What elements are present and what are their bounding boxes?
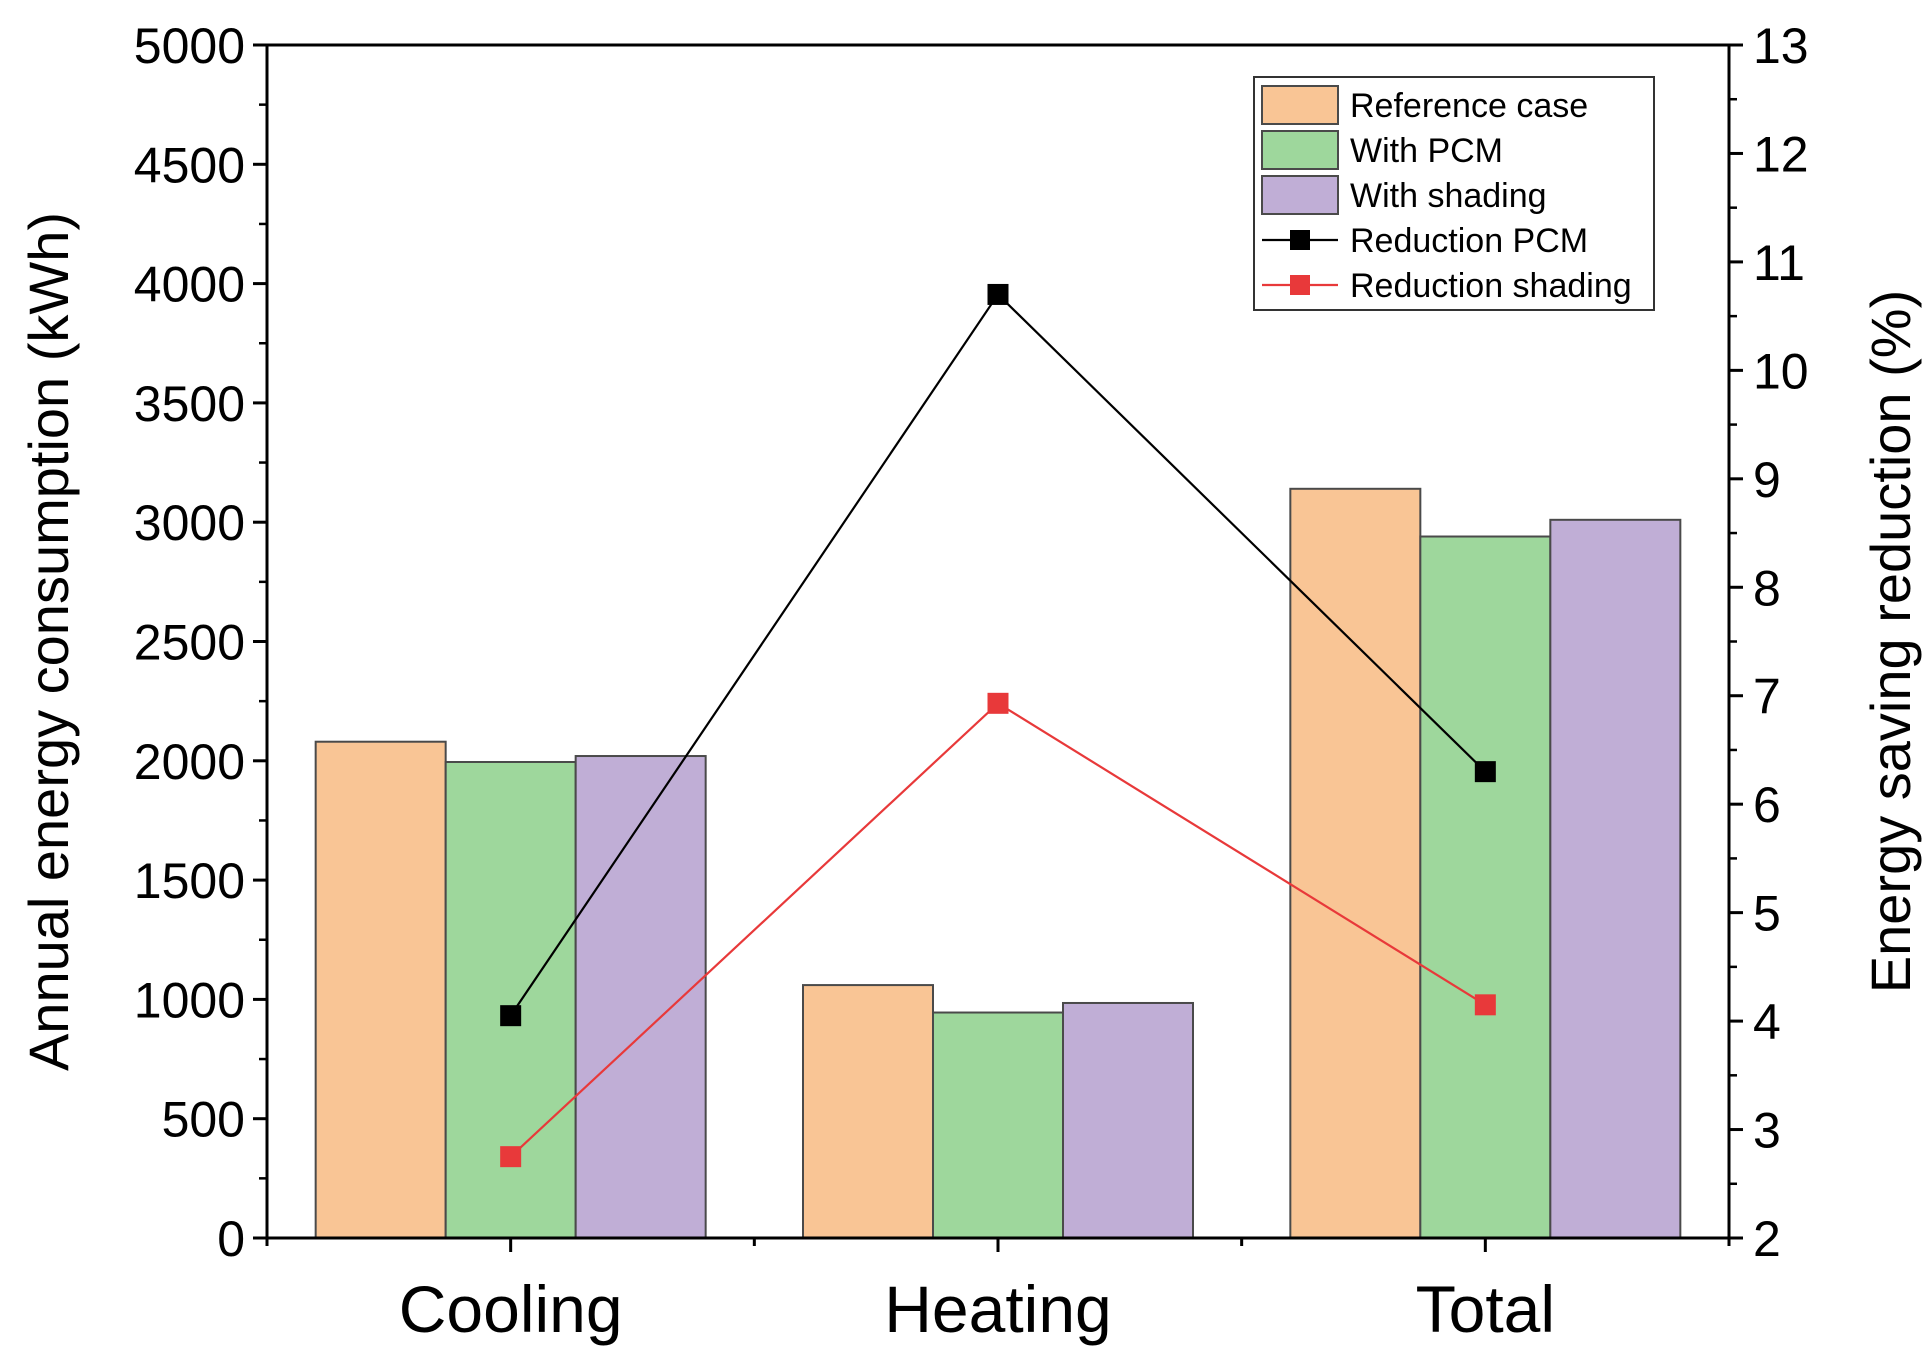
legend-swatch — [1261, 175, 1339, 215]
y-tick-label: 4500 — [134, 137, 245, 193]
legend-label: With PCM — [1350, 132, 1503, 170]
x-tick-label-total: Total — [1416, 1272, 1555, 1346]
y2-tick-label: 3 — [1753, 1103, 1781, 1159]
y2-axis-title: Energy saving reduction (%) — [1859, 290, 1922, 993]
y2-tick-label: 6 — [1753, 777, 1781, 833]
point-reduction-shading-total — [1474, 994, 1496, 1016]
y-tick-label: 4000 — [134, 257, 245, 313]
y-tick-label: 2500 — [134, 615, 245, 671]
legend-label: Reduction shading — [1350, 267, 1632, 305]
point-reduction-pcm-cooling — [500, 1005, 522, 1027]
legend-marker — [1290, 275, 1310, 295]
y2-tick-label: 10 — [1753, 343, 1809, 399]
point-reduction-pcm-heating — [987, 283, 1009, 305]
bar-with-pcm-total — [1419, 535, 1552, 1239]
bar-with-shading-total — [1549, 518, 1682, 1239]
bar-reference-case-cooling — [314, 740, 447, 1239]
y-tick-label: 2000 — [134, 734, 245, 790]
y-tick-label: 3000 — [134, 495, 245, 551]
point-reduction-shading-heating — [987, 692, 1009, 714]
legend-label: With shading — [1350, 177, 1547, 215]
legend-swatch — [1261, 130, 1339, 170]
y2-tick-label: 5 — [1753, 886, 1781, 942]
y2-tick-label: 13 — [1753, 18, 1809, 74]
y-tick-label: 5000 — [134, 18, 245, 74]
y2-tick-label: 4 — [1753, 994, 1781, 1050]
bar-reference-case-total — [1289, 487, 1422, 1239]
x-tick-label-heating: Heating — [884, 1272, 1112, 1346]
bar-with-pcm-heating — [932, 1011, 1064, 1240]
y-tick-label: 3500 — [134, 376, 245, 432]
y2-tick-label: 8 — [1753, 560, 1781, 616]
point-reduction-shading-cooling — [500, 1146, 522, 1168]
y2-tick-label: 2 — [1753, 1211, 1781, 1267]
y2-tick-label: 7 — [1753, 669, 1781, 725]
y-tick-label: 1500 — [134, 853, 245, 909]
y2-tick-label: 11 — [1753, 235, 1805, 291]
y2-tick-label: 12 — [1753, 126, 1809, 182]
bar-with-shading-heating — [1062, 1001, 1194, 1239]
bar-reference-case-heating — [802, 984, 934, 1239]
legend-marker — [1290, 230, 1310, 250]
point-reduction-pcm-total — [1474, 761, 1496, 783]
bar-with-shading-cooling — [574, 755, 707, 1239]
y-axis-title: Annual energy consumption (kWh) — [17, 212, 80, 1071]
y-tick-label: 500 — [162, 1092, 245, 1148]
y-tick-label: 0 — [217, 1211, 245, 1267]
y-tick-label: 1000 — [134, 972, 245, 1028]
x-tick-label-cooling: Cooling — [399, 1272, 623, 1346]
legend-swatch — [1261, 85, 1339, 125]
legend-label: Reduction PCM — [1350, 222, 1588, 260]
y2-tick-label: 9 — [1753, 452, 1781, 508]
legend-label: Reference case — [1350, 87, 1588, 125]
